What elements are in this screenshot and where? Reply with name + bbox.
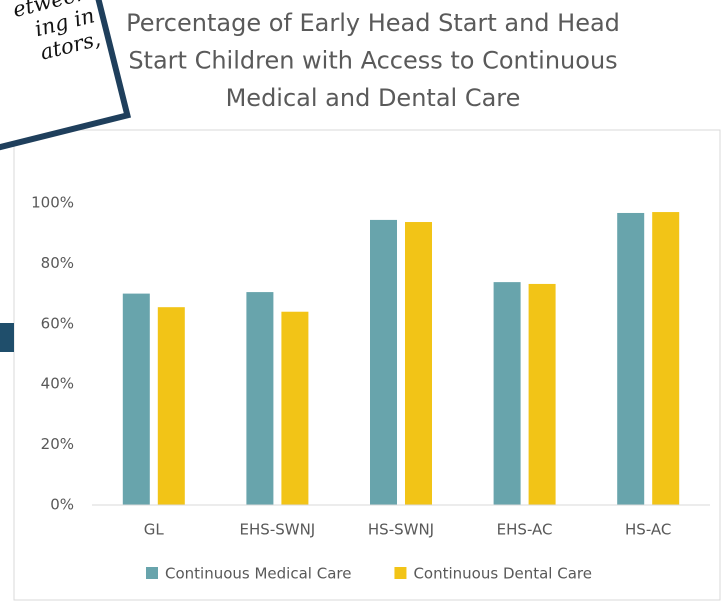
legend-label: Continuous Dental Care <box>413 565 592 583</box>
bar <box>493 282 521 505</box>
side-tab <box>0 323 14 352</box>
bar <box>246 292 274 505</box>
legend-swatch <box>394 567 407 579</box>
x-tick-label: HS-AC <box>625 521 671 539</box>
bar <box>405 222 432 505</box>
legend-swatch <box>146 567 158 579</box>
bar <box>370 219 397 506</box>
chart-title: Percentage of Early Head Start and Head <box>126 9 620 37</box>
bar <box>122 293 150 505</box>
chart-title: Start Children with Access to Continuous <box>128 47 617 75</box>
bar <box>652 212 680 505</box>
chart-border <box>13 129 721 601</box>
y-tick-label: 80% <box>41 254 74 272</box>
x-tick-label: HS-SWNJ <box>368 521 434 539</box>
y-tick-label: 60% <box>41 314 74 332</box>
x-tick-label: EHS-AC <box>497 521 553 539</box>
legend-label: Continuous Medical Care <box>165 565 351 583</box>
bar <box>157 307 185 505</box>
y-tick-label: 100% <box>31 194 74 212</box>
y-tick-label: 0% <box>50 496 74 514</box>
y-tick-label: 40% <box>41 375 74 393</box>
chart-title: Medical and Dental Care <box>226 84 521 112</box>
x-tick-label: EHS-SWNJ <box>240 521 316 539</box>
y-tick-label: 20% <box>41 435 74 453</box>
bar <box>281 311 309 505</box>
bar <box>528 283 556 505</box>
x-tick-label: GL <box>144 521 165 539</box>
overlay-box <box>0 0 132 166</box>
bar <box>617 212 645 505</box>
